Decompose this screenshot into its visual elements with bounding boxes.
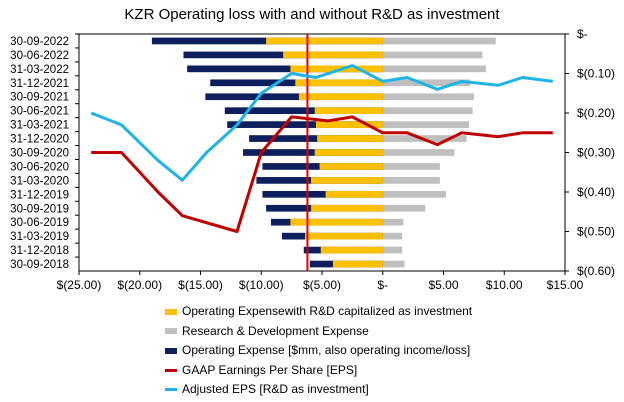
- bar-2-4: [205, 93, 383, 101]
- x-tick-label: $-: [377, 278, 388, 292]
- legend-label: Research & Development Expense: [182, 323, 369, 338]
- legend-swatch: [165, 308, 177, 315]
- y2-tick-label: $(0.60): [577, 264, 615, 278]
- y2-tick-label: $-: [577, 27, 588, 41]
- legend-item: Adjusted EPS [R&D as investment]: [165, 380, 472, 400]
- bar-0-3: [295, 79, 383, 87]
- bar-1-8: [382, 149, 455, 156]
- bar-1-5: [382, 107, 473, 115]
- y-tick-label: 31-03-2020: [10, 175, 69, 187]
- legend-label: Adjusted EPS [R&D as investment]: [182, 382, 369, 396]
- bar-0-10: [311, 177, 383, 184]
- x-tick-label: $(5.00): [303, 278, 341, 292]
- bar-0-8: [314, 149, 383, 156]
- bar-1-15: [382, 246, 403, 254]
- bar-2-11: [262, 190, 383, 198]
- bar-0-6: [315, 121, 383, 128]
- bar-0-12: [311, 204, 383, 212]
- x-tick-label: $10.00: [486, 278, 523, 292]
- legend-item: Research & Development Expense: [165, 322, 472, 342]
- x-tick-label: $(10.00): [239, 278, 284, 292]
- bar-2-8: [243, 149, 383, 156]
- chart-title: KZR Operating loss with and without R&D …: [124, 6, 500, 23]
- bar-2-5: [224, 107, 383, 115]
- bar-0-11: [325, 190, 383, 198]
- y-tick-label: 31-12-2021: [10, 78, 69, 90]
- bar-1-4: [382, 93, 474, 101]
- x-tick-label: $(15.00): [178, 278, 223, 292]
- y-tick-label: 30-09-2022: [10, 36, 69, 48]
- x-tick-label: $5.00: [428, 278, 458, 292]
- y2-tick-label: $(0.10): [577, 67, 615, 81]
- bar-1-11: [382, 190, 446, 198]
- legend-swatch: [165, 347, 177, 354]
- bar-0-15: [320, 246, 383, 254]
- bar-1-9: [382, 163, 440, 170]
- y-tick-label: 30-09-2019: [10, 203, 69, 215]
- y-tick-label: 31-03-2021: [10, 120, 69, 132]
- y2-tick-label: $(0.30): [577, 146, 615, 160]
- y-tick-label: 31-12-2018: [10, 245, 69, 257]
- bar-0-9: [319, 163, 383, 170]
- y-tick-label: 31-12-2020: [10, 134, 69, 146]
- x-tick-label: $15.00: [547, 278, 584, 292]
- y2-tick-label: $(0.40): [577, 185, 615, 199]
- bar-0-7: [317, 135, 383, 142]
- bar-1-6: [382, 121, 470, 128]
- bar-0-5: [314, 107, 383, 115]
- bar-2-6: [227, 121, 383, 128]
- bar-1-2: [382, 65, 487, 73]
- legend-item: GAAP Earnings Per Share [EPS]: [165, 361, 472, 381]
- bar-1-13: [382, 218, 404, 226]
- y-tick-label: 30-06-2019: [10, 217, 69, 229]
- bar-0-4: [298, 93, 383, 101]
- y-tick-label: 30-09-2018: [10, 259, 69, 271]
- bar-0-13: [290, 218, 383, 226]
- bar-1-12: [382, 204, 426, 212]
- y-tick-label: 30-06-2020: [10, 161, 69, 173]
- bar-1-1: [382, 51, 483, 59]
- legend-label: Operating Expensewith R&D capitalized as…: [182, 304, 473, 318]
- legend-item: Operating Expensewith R&D capitalized as…: [165, 302, 472, 322]
- bar-1-3: [382, 79, 471, 87]
- legend-label: Operating Expense [$mm, also operating i…: [182, 343, 471, 357]
- y-tick-label: 31-03-2019: [10, 231, 69, 243]
- y-tick-label: 30-09-2020: [10, 148, 69, 160]
- x-tick-label: $(20.00): [117, 278, 162, 292]
- bar-0-2: [290, 65, 383, 73]
- legend: Operating Expensewith R&D capitalized as…: [165, 302, 472, 400]
- series-line-0: [91, 115, 553, 233]
- bar-1-14: [382, 232, 403, 240]
- y-tick-label: 30-06-2021: [10, 106, 69, 118]
- legend-item: Operating Expense [$mm, also operating i…: [165, 341, 472, 361]
- series-line-1: [90, 64, 553, 182]
- y-tick-label: 30-09-2021: [10, 92, 69, 104]
- y-tick-label: 31-03-2022: [10, 64, 69, 76]
- bar-1-0: [382, 37, 496, 45]
- y2-tick-label: $(0.50): [577, 225, 615, 239]
- bar-1-10: [382, 177, 440, 184]
- bar-1-16: [382, 260, 405, 268]
- bar-2-7: [249, 135, 383, 142]
- legend-swatch: [165, 368, 177, 372]
- legend-label: GAAP Earnings Per Share [EPS]: [182, 362, 358, 377]
- x-tick-label: $(25.00): [57, 278, 102, 292]
- bar-0-0: [266, 37, 383, 45]
- bar-0-16: [332, 260, 383, 268]
- y2-tick-label: $(0.20): [577, 106, 615, 120]
- legend-swatch: [165, 328, 177, 335]
- bar-2-2: [187, 65, 383, 73]
- bar-0-1: [283, 51, 383, 59]
- y-tick-label: 30-06-2022: [10, 50, 69, 62]
- bar-0-14: [304, 232, 383, 240]
- legend-swatch: [165, 388, 177, 392]
- y-tick-label: 31-12-2019: [10, 189, 69, 201]
